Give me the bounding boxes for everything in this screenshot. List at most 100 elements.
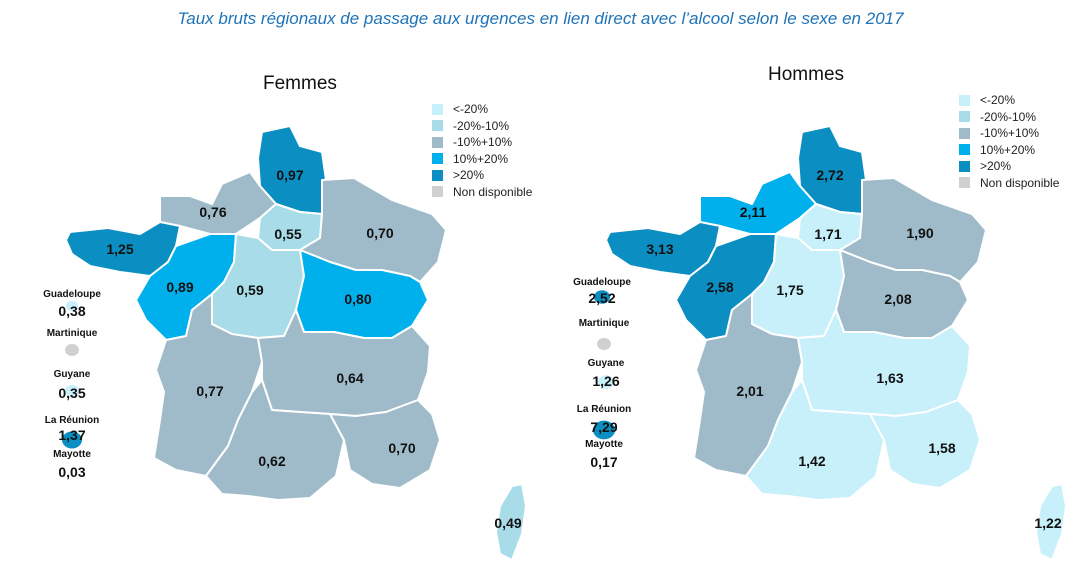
legend-swatch [432,136,443,148]
region-paca [329,399,441,489]
france-map: 2,72 2,11 1,71 1,90 3,13 2,58 1,75 2,08 2,01 1,63… [573,125,1067,561]
region-corse [1035,483,1067,561]
map-panel-femmes: Femmes <-20% -20%-10% -10%+10% 10%+20% >20% N… [0,0,540,583]
region-value-centre-val-de-loire: 0,59 [236,282,263,298]
legend-swatch [432,169,443,181]
region-value-hauts-de-france: 2,72 [816,167,843,183]
legend-item: -10%+10% [432,134,532,151]
overseas-name-martinique: Martinique [579,318,630,329]
legend-swatch [959,127,970,139]
region-value-nouvelle-aquitaine: 2,01 [736,383,763,399]
overseas-value-la-reunion: 1,37 [58,427,85,443]
region-value-normandie: 0,76 [199,204,226,220]
legend-swatch [432,120,443,132]
overseas-value-mayotte: 0,03 [58,464,85,480]
overseas-value-la-reunion: 7,29 [590,419,617,435]
legend-item: <-20% [959,92,1059,109]
overseas-shape-martinique [65,344,79,356]
legend-swatch [432,153,443,165]
legend-swatch [959,144,970,156]
legend-item: <-20% [432,101,532,118]
region-value-paca: 0,70 [388,440,415,456]
overseas-value-guyane: 1,26 [592,373,619,389]
legend-label: Non disponible [980,175,1060,190]
legend-swatch [959,111,970,123]
overseas-name-guadeloupe: Guadeloupe [43,289,101,300]
legend-label: -20%-10% [980,109,1037,124]
legend-swatch [959,177,970,189]
region-value-auvergne-rhone-alpes: 1,63 [876,370,903,386]
region-value-paca: 1,58 [928,440,955,456]
overseas-shape-guyane [65,385,79,397]
overseas-value-mayotte: 0,17 [590,454,617,470]
overseas-name-guadeloupe: Guadeloupe [573,277,631,288]
legend-item: 10%+20% [959,142,1059,159]
region-value-hauts-de-france: 0,97 [276,167,303,183]
region-corse [495,483,527,561]
legend: <-20% -20%-10% -10%+10% 10%+20% >20% Non disp… [959,92,1059,191]
legend-item: -20%-10% [959,109,1059,126]
overseas-shape-guyane [598,375,614,389]
region-value-pays-de-la-loire: 0,89 [166,279,193,295]
legend-label: -10%+10% [980,126,1040,141]
legend-item: 10%+20% [432,151,532,168]
map-title: Hommes [768,64,845,85]
region-value-corse: 0,49 [494,515,521,531]
legend-label: >20% [453,168,485,183]
legend-label: -10%+10% [453,135,513,150]
legend-label: <-20% [453,102,489,117]
legend-label: Non disponible [453,184,533,199]
region-value-grand-est: 0,70 [366,225,393,241]
overseas-value-guyane: 0,35 [58,385,85,401]
overseas-name-mayotte: Mayotte [585,439,623,450]
legend-item: >20% [959,158,1059,175]
overseas-name-guyane: Guyane [588,358,625,369]
chart-title: Taux bruts régionaux de passage aux urge… [177,9,904,28]
legend-item: -20%-10% [432,118,532,135]
legend: <-20% -20%-10% -10%+10% 10%+20% >20% Non disp… [432,101,532,200]
legend-label: -20%-10% [453,118,510,133]
region-value-ile-de-france: 1,71 [814,226,841,242]
overseas-value-guadeloupe: 2,52 [588,290,615,306]
region-paca [869,399,981,489]
legend-item: >20% [432,167,532,184]
overseas-shape-la-reunion [593,420,615,440]
overseas-name-la-reunion: La Réunion [577,404,631,415]
map-panel-hommes: Hommes <-20% -20%-10% -10%+10% 10%+20% >20% N… [540,0,1080,583]
legend-item: Non disponible [432,184,532,201]
overseas-name-la-reunion: La Réunion [45,415,99,426]
overseas-name-martinique: Martinique [47,328,98,339]
region-value-nouvelle-aquitaine: 0,77 [196,383,223,399]
region-value-occitanie: 1,42 [798,453,825,469]
legend-swatch [959,94,970,106]
legend-label: <-20% [980,93,1016,108]
region-value-pays-de-la-loire: 2,58 [706,279,733,295]
overseas-shape-guadeloupe [594,290,610,304]
legend-item: Non disponible [959,175,1059,192]
legend-label: 10%+20% [980,142,1036,157]
france-map: 0,97 0,76 0,55 0,70 1,25 0,89 0,59 0,80 0,77 0,64… [43,125,527,561]
overseas-shape-guadeloupe [66,300,78,312]
region-value-bourgogne-franche-comte: 2,08 [884,291,911,307]
region-value-grand-est: 1,90 [906,225,933,241]
region-value-centre-val-de-loire: 1,75 [776,282,803,298]
map-title: Femmes [263,73,337,94]
legend-swatch [432,103,443,115]
region-value-bretagne: 3,13 [646,241,673,257]
overseas-shape-martinique [597,338,611,350]
overseas-shape-la-reunion [62,431,82,449]
overseas-name-mayotte: Mayotte [53,449,91,460]
region-value-occitanie: 0,62 [258,453,285,469]
region-value-ile-de-france: 0,55 [274,226,301,242]
region-value-auvergne-rhone-alpes: 0,64 [336,370,363,386]
region-value-bourgogne-franche-comte: 0,80 [344,291,371,307]
overseas-value-guadeloupe: 0,38 [58,303,85,319]
region-value-bretagne: 1,25 [106,241,133,257]
region-value-normandie: 2,11 [740,204,767,220]
region-value-corse: 1,22 [1034,515,1061,531]
legend-swatch [959,160,970,172]
legend-swatch [432,186,443,198]
overseas-name-guyane: Guyane [54,369,91,380]
legend-label: >20% [980,159,1012,174]
legend-item: -10%+10% [959,125,1059,142]
